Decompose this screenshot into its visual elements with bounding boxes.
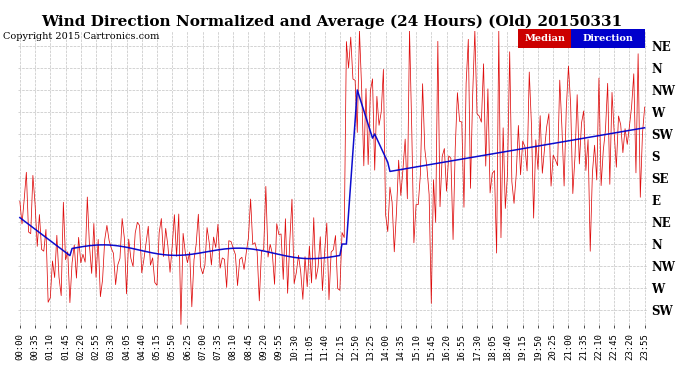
Bar bbox=[518, 28, 571, 48]
Bar bbox=[571, 28, 645, 48]
Text: Copyright 2015 Cartronics.com: Copyright 2015 Cartronics.com bbox=[3, 32, 160, 41]
Text: Direction: Direction bbox=[583, 34, 634, 43]
Text: Median: Median bbox=[524, 34, 565, 43]
Title: Wind Direction Normalized and Average (24 Hours) (Old) 20150331: Wind Direction Normalized and Average (2… bbox=[41, 15, 623, 29]
